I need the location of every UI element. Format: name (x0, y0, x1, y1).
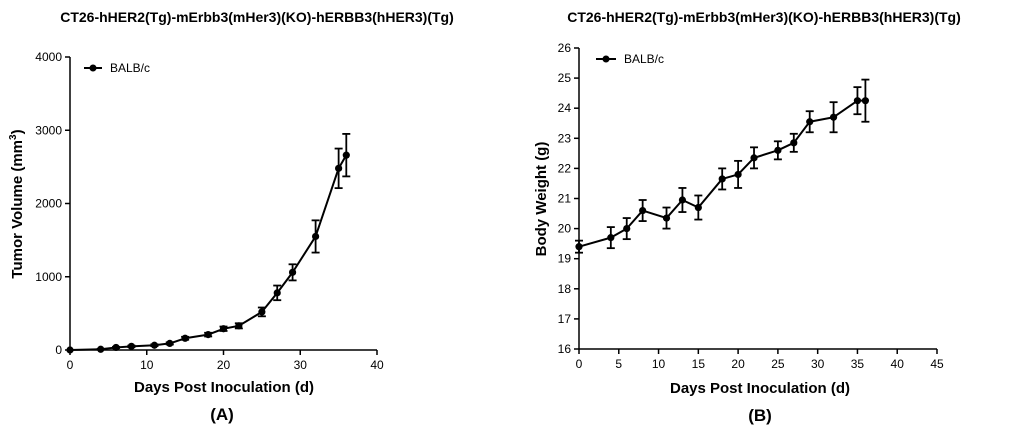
panel-a-series-line (69, 154, 348, 351)
panel-a-data-point (258, 308, 266, 316)
panel-b-y-tick-label: 21 (558, 192, 572, 206)
panel-b-y-axis-title: Body Weight (g) (533, 142, 550, 257)
panel-a-data-point (166, 339, 174, 348)
panel-b-x-axis-title: Days Post Inoculation (d) (670, 380, 850, 397)
panel-b-x-tick-label: 0 (576, 357, 583, 371)
panel-a-data-point (97, 345, 105, 353)
panel-a-title: CT26-hHER2(Tg)-mErbb3(mHer3)(KO)-hERBB3(… (60, 9, 454, 25)
panel-b-legend-label: BALB/c (624, 52, 664, 66)
panel-a-data-point (288, 268, 297, 276)
panel-a-data-point (204, 331, 212, 339)
panel-a: CT26-hHER2(Tg)-mErbb3(mHer3)(KO)-hERBB3(… (8, 9, 454, 424)
panel-a-data-point (181, 334, 189, 342)
panel-a-x-tick-label: 20 (217, 358, 231, 372)
panel-a-x-axis-title: Days Post Inoculation (d) (134, 379, 314, 396)
panel-a-data-point (312, 232, 320, 241)
panel-a-data-point (112, 343, 120, 352)
panel-b-data-point (790, 139, 798, 147)
panel-a-y-tick-label: 1000 (35, 270, 62, 284)
panel-b: CT26-hHER2(Tg)-mErbb3(mHer3)(KO)-hERBB3(… (533, 9, 961, 425)
panel-b-data-point (678, 196, 687, 204)
panel-b-legend-marker (602, 55, 610, 63)
panel-b-data-point (607, 234, 615, 242)
panel-b-data-point (718, 175, 726, 183)
panel-b-data-point (806, 118, 814, 126)
panel-b-data-point (829, 113, 838, 121)
panel-a-y-tick-label: 3000 (35, 123, 62, 137)
panel-b-x-tick-label: 40 (891, 357, 905, 371)
panel-b-title: CT26-hHER2(Tg)-mErbb3(mHer3)(KO)-hERBB3(… (567, 9, 961, 25)
panel-b-x-tick-label: 10 (652, 357, 666, 371)
panel-a-y-tick-label: 2000 (35, 197, 62, 211)
panel-b-data-point (774, 146, 782, 154)
panel-b-data-point (639, 206, 647, 215)
panel-a-data-point (66, 346, 74, 354)
panel-a-y-tick-label: 0 (55, 343, 62, 357)
panel-b-x-tick-label: 5 (615, 357, 622, 371)
panel-b-y-tick-label: 25 (558, 71, 572, 85)
panel-b-y-tick-label: 23 (558, 131, 572, 145)
panel-b-series-line (578, 99, 866, 248)
panel-b-data-point (750, 154, 758, 162)
panel-a-y-tick-label: 4000 (35, 50, 62, 64)
panel-b-y-tick-label: 22 (558, 161, 572, 175)
panel-a-x-tick-label: 10 (140, 358, 154, 372)
panel-b-y-tick-label: 17 (558, 312, 572, 326)
panel-a-data-point (342, 151, 350, 159)
panel-b-data-point (662, 214, 671, 222)
panel-b-x-tick-label: 35 (851, 357, 865, 371)
panel-b-x-tick-label: 15 (692, 357, 706, 371)
panel-a-data-point (235, 322, 243, 330)
panel-a-y-axis-title: Tumor Volume (mm3) (8, 129, 26, 278)
panel-a-data-point (335, 164, 343, 172)
panel-b-y-tick-label: 19 (558, 252, 572, 266)
panel-a-legend-label: BALB/c (110, 61, 150, 75)
panel-a-x-tick-label: 40 (370, 358, 384, 372)
panel-a-data-point (273, 289, 281, 297)
panel-a-data-point (219, 325, 228, 333)
panel-a-legend-marker (89, 64, 97, 72)
panel-b-data-point (694, 203, 702, 212)
panel-b-label: (B) (748, 406, 772, 425)
panel-b-y-tick-label: 18 (558, 282, 572, 296)
panel-b-x-tick-label: 25 (771, 357, 785, 371)
panel-b-legend: BALB/c (596, 52, 664, 66)
panel-a-label: (A) (210, 405, 234, 424)
panel-a-legend: BALB/c (84, 61, 150, 75)
panel-b-plot: 0 5 10 15 20 25 30 35 40 45 16 17 18 19 20 21 22 23 24 25 26 (558, 41, 944, 371)
panel-b-x-tick-label: 20 (731, 357, 745, 371)
panel-b-y-tick-label: 26 (558, 41, 572, 55)
panel-a-y-axis-title-end: ) (9, 129, 26, 134)
panel-b-y-tick-label: 20 (558, 222, 572, 236)
panel-b-x-tick-label: 45 (930, 357, 944, 371)
panel-b-data-point (734, 170, 742, 179)
panel-a-y-axis-title-superscript: 3 (8, 134, 19, 140)
panel-b-y-tick-label: 24 (558, 101, 572, 115)
panel-b-data-point (853, 97, 862, 105)
panel-a-x-tick-label: 30 (294, 358, 308, 372)
panel-a-y-axis-title-main: Tumor Volume (mm (9, 140, 26, 279)
panel-b-data-point (575, 243, 583, 251)
panel-a-x-tick-label: 0 (67, 358, 74, 372)
panel-a-plot: 0 10 20 30 40 0 1000 2000 3000 4000 (35, 50, 384, 372)
panel-a-data-point (150, 341, 159, 349)
panel-b-x-tick-label: 30 (811, 357, 825, 371)
panel-b-y-tick-label: 16 (558, 342, 572, 356)
panel-b-data-point (861, 97, 870, 105)
panel-b-data-point (623, 225, 631, 233)
panel-a-data-point (127, 342, 135, 350)
